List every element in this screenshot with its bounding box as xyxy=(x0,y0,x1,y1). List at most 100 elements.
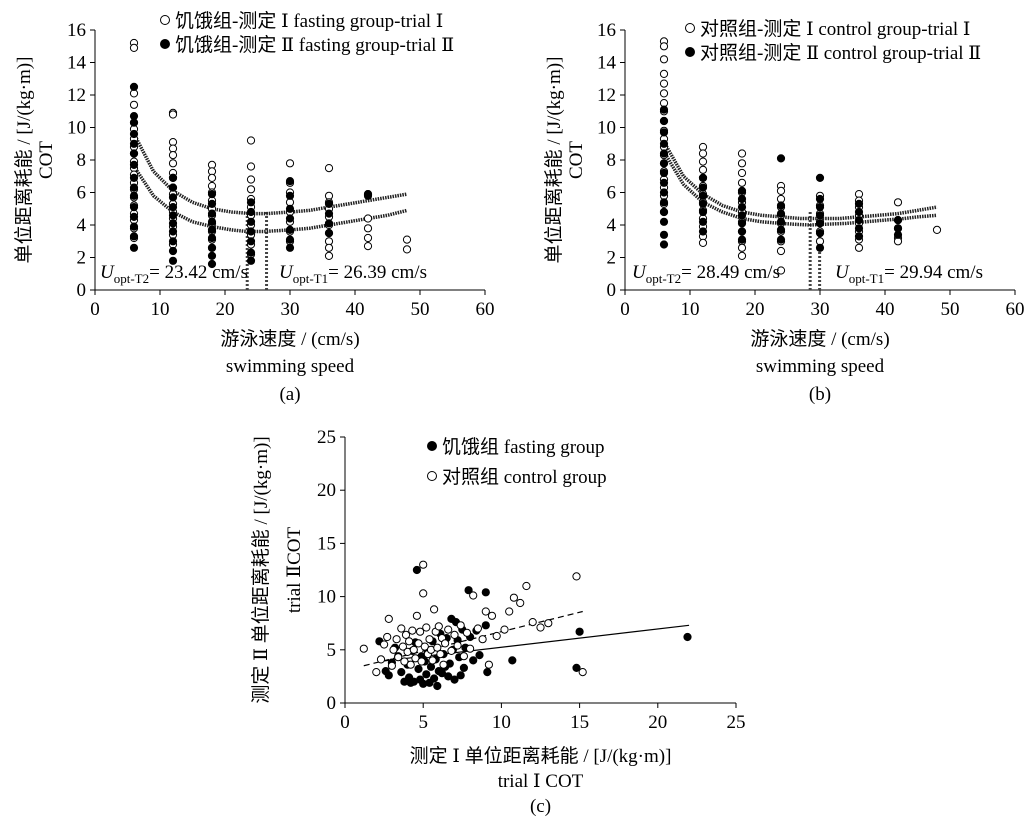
y-tick-label: 0 xyxy=(607,280,617,301)
data-point xyxy=(776,186,786,195)
optimal-speed-annotation: Uopt-T2= 23.42 cm/s xyxy=(100,262,248,286)
data-point xyxy=(572,572,581,581)
legend-label: 饥饿组 fasting group xyxy=(442,436,605,458)
data-point xyxy=(246,256,256,265)
data-point xyxy=(411,654,420,663)
data-point xyxy=(129,82,139,92)
x-axis-title-en: trial Ⅰ COT xyxy=(498,771,584,792)
panel-label: (a) xyxy=(279,384,300,405)
data-point xyxy=(129,43,139,53)
data-point xyxy=(207,199,217,208)
data-point xyxy=(500,625,509,634)
data-point xyxy=(659,149,669,158)
data-point xyxy=(246,162,256,171)
data-point xyxy=(575,627,584,636)
data-point xyxy=(505,607,514,616)
y-tick-label: 15 xyxy=(317,533,336,554)
data-point xyxy=(285,243,295,252)
data-point xyxy=(383,632,392,642)
data-point xyxy=(402,235,412,244)
optimal-speed-annotation: Uopt-T1= 29.94 cm/s xyxy=(835,262,983,286)
optimal-speed-annotation: Uopt-T1= 26.39 cm/s xyxy=(279,262,427,286)
data-point xyxy=(698,217,708,226)
data-point xyxy=(285,177,295,186)
data-point xyxy=(659,69,669,79)
data-point xyxy=(380,640,389,649)
data-point xyxy=(487,611,497,620)
data-point xyxy=(324,251,334,260)
fit-curve xyxy=(662,141,938,221)
data-point xyxy=(854,216,864,225)
legend-marker xyxy=(427,471,437,481)
data-point xyxy=(324,229,334,238)
data-point xyxy=(129,232,139,241)
y-tick-label: 12 xyxy=(597,85,616,106)
data-point xyxy=(168,203,178,212)
x-tick-label: 50 xyxy=(411,299,430,320)
data-point xyxy=(387,661,396,670)
data-point xyxy=(412,611,421,620)
data-point xyxy=(737,211,747,220)
data-point xyxy=(129,129,139,139)
data-point xyxy=(246,237,256,246)
data-point xyxy=(168,193,178,202)
x-axis-title-en: swimming speed xyxy=(756,356,885,377)
data-point xyxy=(854,207,864,217)
y-tick-label: 0 xyxy=(77,280,87,301)
data-point xyxy=(893,230,903,239)
data-point xyxy=(516,598,525,608)
data-point xyxy=(129,203,139,212)
data-point xyxy=(129,149,139,158)
data-point xyxy=(389,645,398,654)
data-point xyxy=(450,630,459,640)
data-point xyxy=(207,190,217,199)
data-point xyxy=(129,191,139,200)
data-point xyxy=(376,655,386,664)
data-point xyxy=(659,128,669,137)
data-point xyxy=(363,214,373,223)
data-point xyxy=(572,663,581,673)
data-point xyxy=(528,618,537,627)
data-point xyxy=(659,116,669,126)
data-point xyxy=(434,622,443,631)
data-point xyxy=(464,586,473,595)
data-point xyxy=(168,219,178,228)
y-tick-label: 20 xyxy=(317,480,336,501)
data-point xyxy=(893,198,903,207)
data-point xyxy=(659,230,669,239)
data-point xyxy=(428,656,437,665)
data-point xyxy=(207,251,217,260)
legend-label: 饥饿组-测定 Ⅰ fasting group-trial Ⅰ xyxy=(175,10,443,32)
data-point xyxy=(484,660,493,669)
data-point xyxy=(168,159,178,168)
data-point xyxy=(737,149,747,158)
y-axis-title: 单位距离耗能 / [J/(kg·m)] xyxy=(543,57,565,264)
data-point xyxy=(854,199,864,208)
y-axis-title-en: COT xyxy=(566,141,587,179)
data-point xyxy=(932,225,942,234)
annotation-value: = 23.42 cm/s xyxy=(149,262,248,283)
data-point xyxy=(397,668,406,677)
x-tick-label: 50 xyxy=(941,299,960,320)
data-point xyxy=(737,251,747,260)
data-point xyxy=(168,173,178,182)
panel-label: (c) xyxy=(530,796,551,817)
data-point xyxy=(522,581,531,591)
chart-panel-1: 0 10 20 30 40 50 60 0 2 4 6 8 10 12 14 16 游泳速度 / (cm/s) s… xyxy=(13,10,495,405)
data-point xyxy=(776,246,786,256)
data-point xyxy=(659,217,669,226)
data-point xyxy=(459,652,468,661)
fit-curve xyxy=(132,133,408,216)
annotation-value: = 28.49 cm/s xyxy=(681,262,780,283)
data-point xyxy=(207,209,217,218)
data-point xyxy=(659,42,669,51)
chart-panel-2: 0 10 20 30 40 50 60 0 2 4 6 8 10 12 14 16 游泳速度 / (cm/s) s… xyxy=(543,18,1025,405)
data-point xyxy=(406,660,415,669)
data-point xyxy=(324,243,334,252)
data-point xyxy=(737,194,747,204)
data-point xyxy=(359,644,368,653)
data-point xyxy=(466,644,475,653)
data-point xyxy=(408,626,417,635)
data-point xyxy=(168,246,178,256)
